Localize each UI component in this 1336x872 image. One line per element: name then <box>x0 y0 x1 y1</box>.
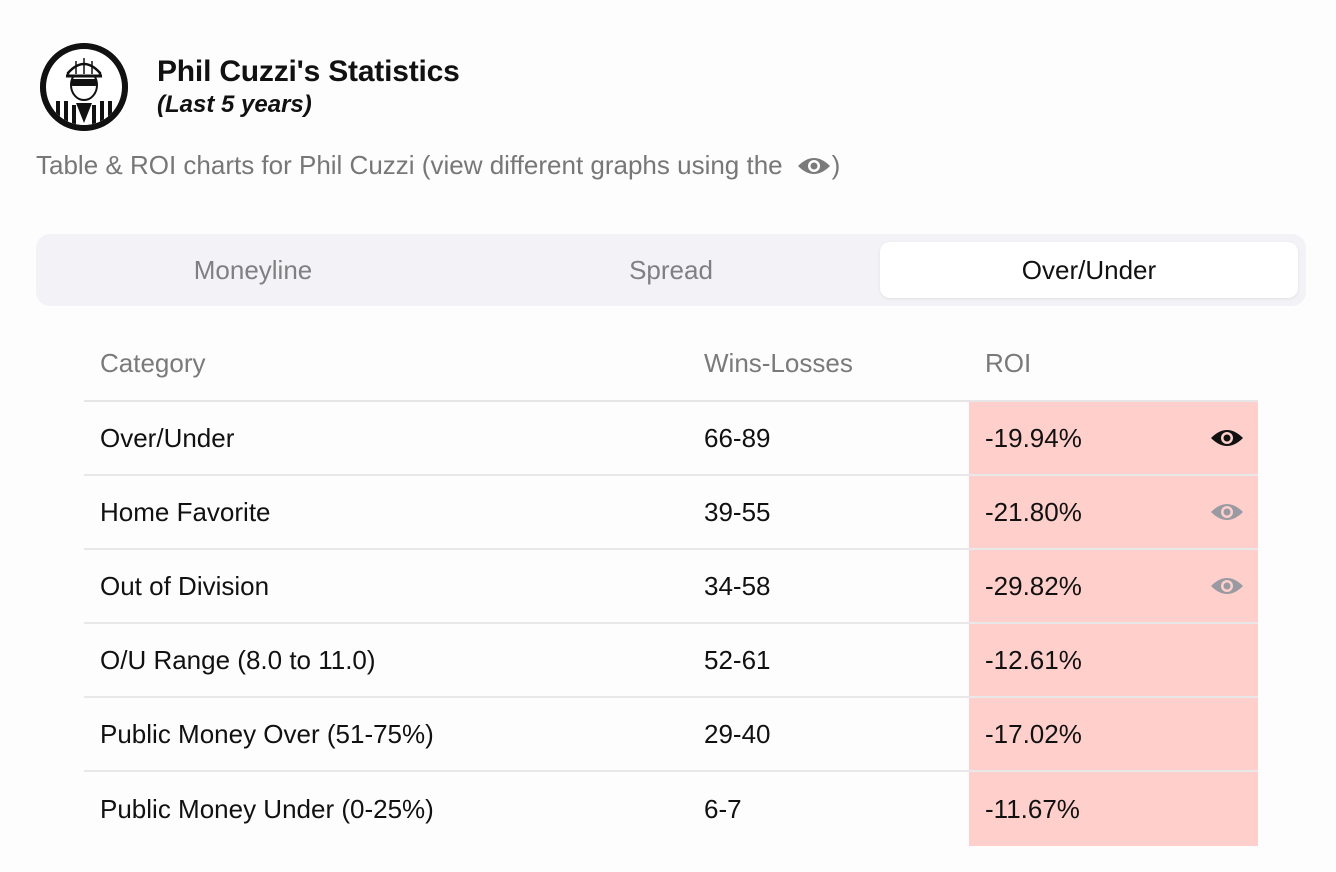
roi-value: -29.82% <box>985 570 1082 601</box>
stats-table: Category Wins-Losses ROI Over/Under 66-8… <box>84 326 1258 846</box>
cell-roi: -29.82% <box>969 550 1258 622</box>
cell-wins-losses: 66-89 <box>704 422 771 453</box>
cell-wins-losses: 6-7 <box>704 793 742 824</box>
eye-icon <box>797 155 831 177</box>
eye-icon[interactable] <box>1210 575 1244 597</box>
header-wins-losses: Wins-Losses <box>704 347 853 378</box>
cell-wins-losses: 52-61 <box>704 644 771 675</box>
roi-value: -17.02% <box>985 718 1082 749</box>
cell-roi: -21.80% <box>969 476 1258 548</box>
table-header: Category Wins-Losses ROI <box>84 326 1258 402</box>
description-text: Table & ROI charts for Phil Cuzzi (view … <box>36 150 783 180</box>
eye-icon[interactable] <box>1210 501 1244 523</box>
table-row: Home Favorite 39-55 -21.80% <box>84 476 1258 550</box>
cell-roi: -19.94% <box>969 402 1258 474</box>
tab-spread[interactable]: Spread <box>629 254 713 285</box>
eye-icon[interactable] <box>1210 427 1244 449</box>
page-title: Phil Cuzzi's Statistics <box>157 55 460 88</box>
roi-value: -21.80% <box>985 496 1082 527</box>
cell-roi: -11.67% <box>969 772 1258 846</box>
table-row: Public Money Under (0-25%) 6-7 -11.67% <box>84 772 1258 846</box>
header-roi: ROI <box>985 347 1032 378</box>
tab-over-under[interactable]: Over/Under <box>880 242 1298 298</box>
cell-category: Over/Under <box>100 422 235 453</box>
table-row: O/U Range (8.0 to 11.0) 52-61 -12.61% <box>84 624 1258 698</box>
roi-value: -12.61% <box>985 644 1082 675</box>
cell-wins-losses: 34-58 <box>704 570 771 601</box>
header: Phil Cuzzi's Statistics (Last 5 years) <box>40 43 460 131</box>
table-row: Over/Under 66-89 -19.94% <box>84 402 1258 476</box>
tab-bar: Moneyline Spread Over/Under <box>36 234 1306 306</box>
description-closing: ) <box>831 150 841 180</box>
cell-category: Public Money Under (0-25%) <box>100 793 434 824</box>
roi-value: -19.94% <box>985 422 1082 453</box>
cell-wins-losses: 39-55 <box>704 496 771 527</box>
umpire-avatar-icon <box>40 43 128 131</box>
tab-moneyline[interactable]: Moneyline <box>193 254 313 285</box>
cell-category: Public Money Over (51-75%) <box>100 718 434 749</box>
cell-category: O/U Range (8.0 to 11.0) <box>100 644 376 675</box>
table-row: Public Money Over (51-75%) 29-40 -17.02% <box>84 698 1258 772</box>
table-row: Out of Division 34-58 -29.82% <box>84 550 1258 624</box>
cell-category: Out of Division <box>100 570 270 601</box>
cell-category: Home Favorite <box>100 496 271 527</box>
cell-roi: -12.61% <box>969 624 1258 696</box>
cell-wins-losses: 29-40 <box>704 718 771 749</box>
page-subtitle: (Last 5 years) <box>157 91 312 118</box>
cell-roi: -17.02% <box>969 698 1258 770</box>
description: Table & ROI charts for Phil Cuzzi (view … <box>36 150 840 181</box>
roi-value: -11.67% <box>985 793 1080 824</box>
header-category: Category <box>100 347 206 378</box>
header-titles: Phil Cuzzi's Statistics (Last 5 years) <box>157 54 460 120</box>
